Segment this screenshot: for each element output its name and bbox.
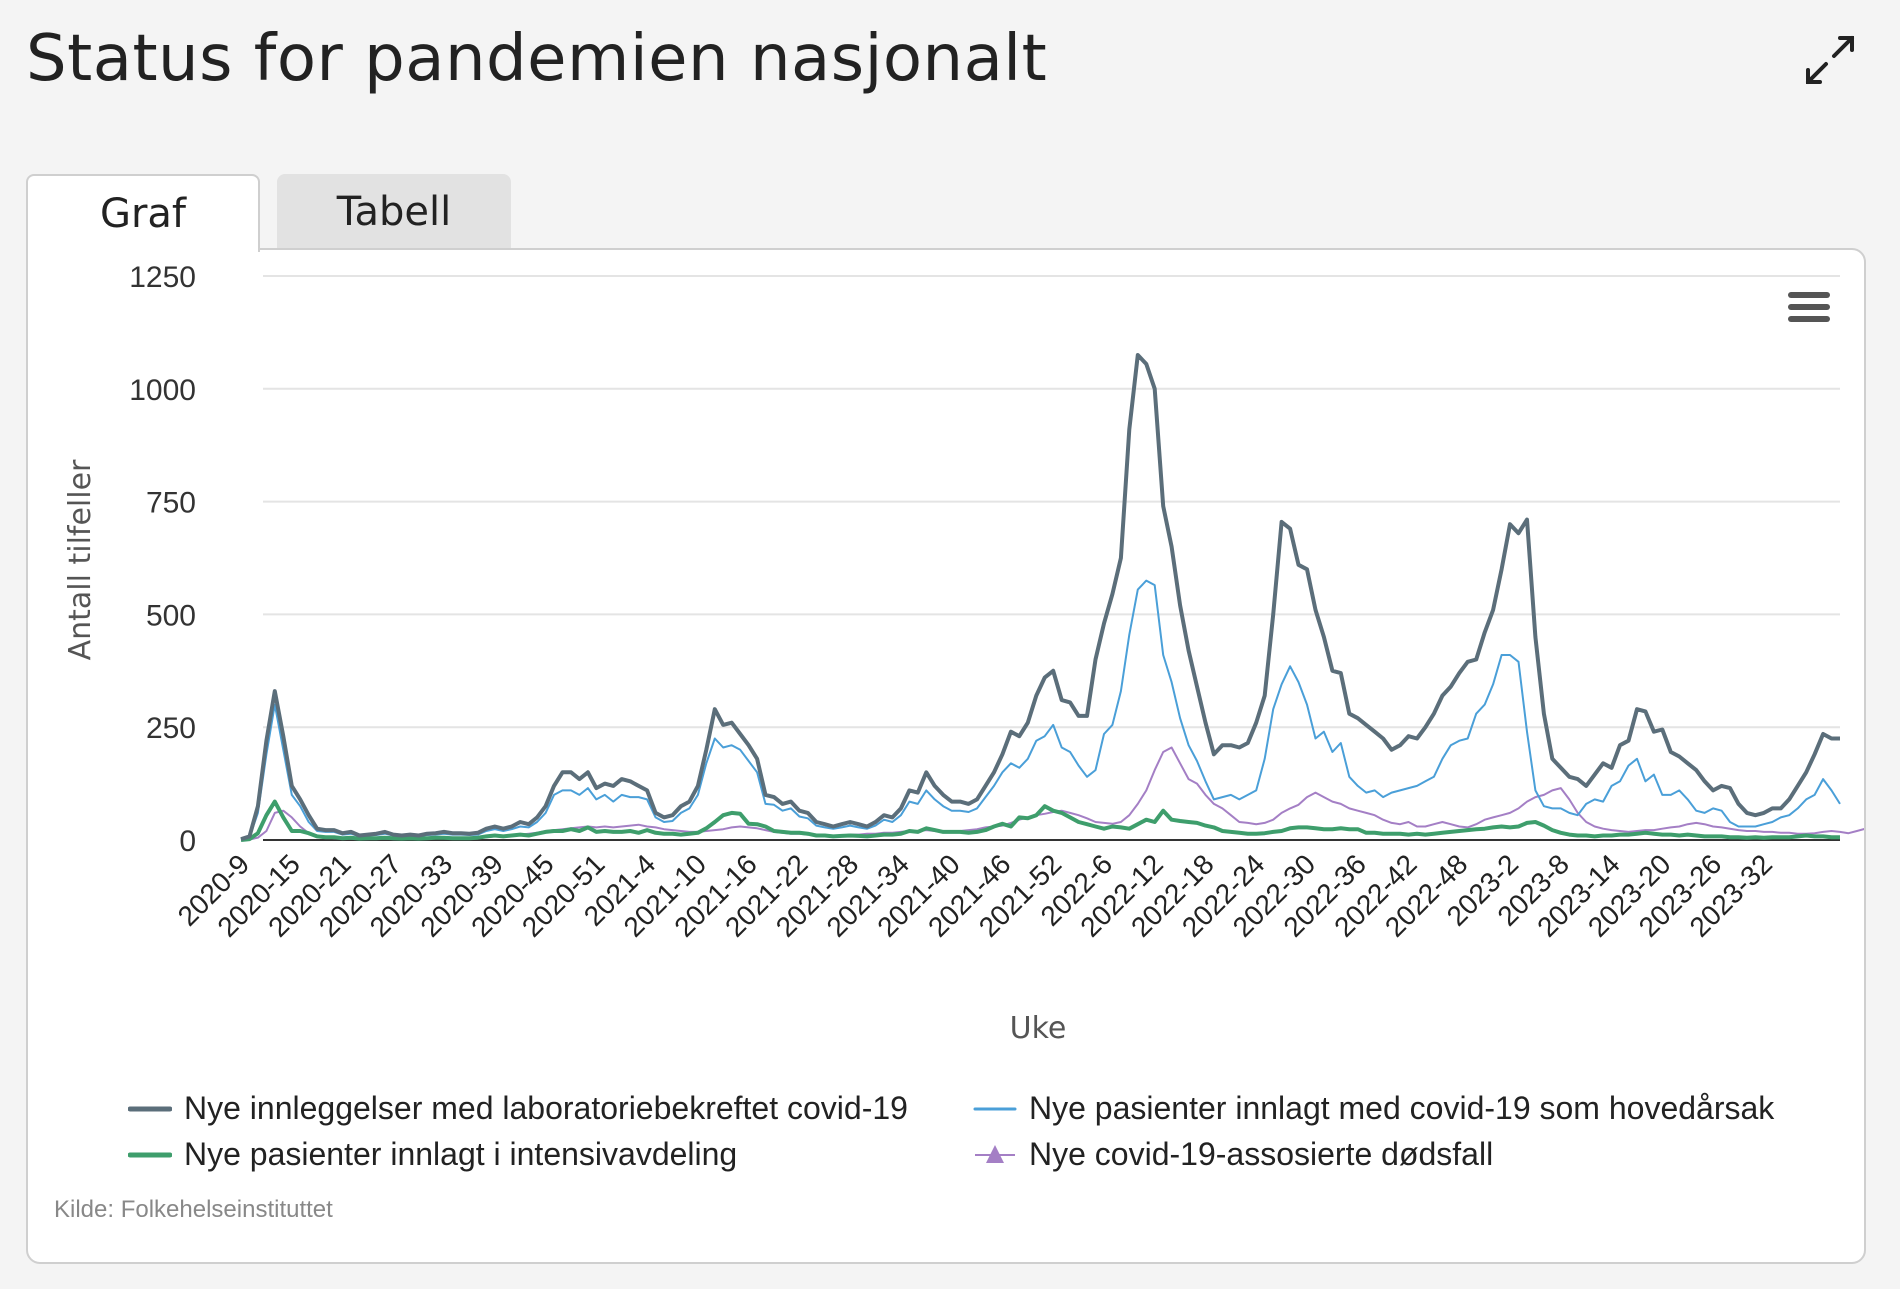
series-line-1[interactable]	[240, 579, 1841, 841]
hamburger-menu-icon	[1788, 292, 1830, 322]
legend-item-innleggelser[interactable]: Nye innleggelser med laboratoriebekrefte…	[128, 1090, 908, 1127]
chart-menu-button[interactable]	[1782, 286, 1834, 332]
legend-label: Nye innleggelser med laboratoriebekrefte…	[184, 1090, 908, 1126]
y-tick-label: 0	[179, 825, 196, 858]
page-title: Status for pandemien nasjonalt	[26, 22, 1048, 96]
legend-item-dodsfall[interactable]: Nye covid-19-assosierte dødsfall	[973, 1136, 1493, 1173]
legend-label: Nye covid-19-assosierte dødsfall	[1029, 1136, 1494, 1172]
series-line-2[interactable]	[240, 799, 1840, 842]
chart-panel: 0 250 500 750 1000 1250 2020-9 2020-15 2020-21 2…	[26, 248, 1866, 1264]
y-tick-label: 500	[146, 599, 196, 632]
y-tick-label: 250	[146, 712, 196, 745]
y-tick-label: 750	[146, 487, 196, 520]
tab-graf[interactable]: Graf	[26, 174, 260, 252]
x-axis-ticks: 2020-92020-152020-212020-272020-332020-3…	[172, 848, 1778, 943]
y-axis-ticks: 0 250 500 750 1000 1250	[129, 261, 196, 858]
legend-line-symbol	[973, 1107, 1017, 1110]
tab-tabell[interactable]: Tabell	[277, 174, 511, 250]
legend-line-symbol	[128, 1106, 172, 1111]
expand-button[interactable]	[1800, 30, 1860, 90]
series-line-0[interactable]	[240, 353, 1840, 842]
y-tick-label: 1000	[129, 374, 196, 407]
series-line-3[interactable]	[240, 746, 1864, 841]
line-chart: 0 250 500 750 1000 1250 2020-92020-152020-212…	[63, 261, 1864, 1046]
legend-triangle-symbol	[975, 1144, 1015, 1163]
legend-label: Nye pasienter innlagt med covid-19 som h…	[1029, 1090, 1775, 1126]
legend-item-intensiv[interactable]: Nye pasienter innlagt i intensivavdeling	[128, 1136, 737, 1173]
grid-lines	[263, 275, 1840, 841]
x-axis-label: Uke	[1010, 1011, 1067, 1046]
source-credit: Kilde: Folkehelseinstituttet	[54, 1196, 333, 1223]
expand-arrows-icon	[1806, 36, 1854, 84]
series-lines	[240, 353, 1864, 842]
legend-label: Nye pasienter innlagt i intensivavdeling	[184, 1136, 738, 1172]
y-axis-label: Antall tilfeller	[63, 459, 98, 660]
legend-item-hovedarsak[interactable]: Nye pasienter innlagt med covid-19 som h…	[973, 1090, 1774, 1127]
y-tick-label: 1250	[129, 261, 196, 294]
legend-line-symbol	[128, 1152, 172, 1157]
